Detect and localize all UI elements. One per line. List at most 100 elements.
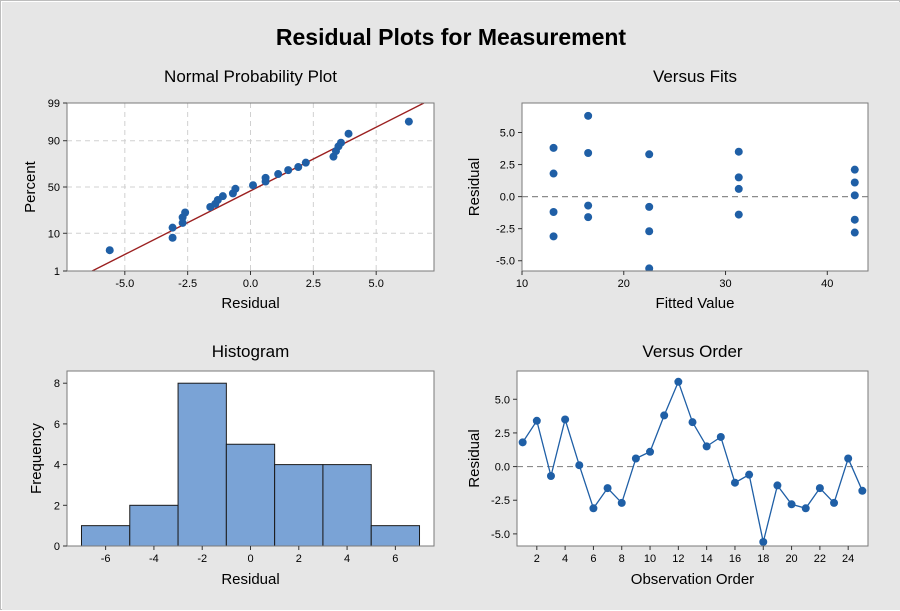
fits-point-5 bbox=[584, 111, 593, 120]
order-point-2 bbox=[532, 416, 541, 425]
histogram-bar-1 bbox=[80, 525, 131, 546]
normal-point-25 bbox=[404, 117, 413, 126]
order-ytick-label: -2.5 bbox=[491, 495, 510, 507]
order-point-1 bbox=[518, 438, 527, 447]
order-point-6 bbox=[589, 504, 598, 513]
fits-xlabel: Fitted Value bbox=[656, 295, 735, 312]
normal-marks bbox=[91, 103, 425, 271]
normal-ytick-label: 10 bbox=[48, 228, 60, 240]
normal-point-23 bbox=[336, 138, 345, 147]
order-point-11 bbox=[660, 411, 669, 420]
fits-point-20 bbox=[850, 215, 859, 224]
normal-point-10 bbox=[218, 192, 227, 201]
order-point-18 bbox=[759, 537, 768, 546]
histogram-bar-4 bbox=[225, 443, 276, 546]
fits-point-12 bbox=[645, 264, 654, 271]
fits-point-8 bbox=[584, 213, 593, 222]
histogram-bar-3 bbox=[177, 382, 227, 546]
histogram-ytick-label: 4 bbox=[54, 460, 60, 472]
fits-point-21 bbox=[850, 228, 859, 237]
order-xtick-label: 12 bbox=[672, 553, 684, 565]
order-point-9 bbox=[631, 454, 640, 463]
normal-xtick-label: -5.0 bbox=[115, 278, 134, 290]
normal-point-12 bbox=[231, 184, 240, 193]
fits-point-1 bbox=[549, 143, 558, 152]
fits-ytick-label: 0.0 bbox=[500, 192, 515, 204]
order-point-5 bbox=[575, 461, 584, 470]
normal-point-2 bbox=[168, 233, 177, 242]
order-xtick-label: 22 bbox=[814, 553, 826, 565]
order-xtick-label: 8 bbox=[619, 553, 625, 565]
normal-point-3 bbox=[168, 223, 177, 232]
fits-point-6 bbox=[584, 149, 593, 158]
histogram-title: Histogram bbox=[212, 342, 289, 361]
histogram-xtick-label: 4 bbox=[344, 553, 350, 565]
order-point-4 bbox=[561, 415, 570, 424]
order-point-24 bbox=[844, 454, 853, 463]
order-ytick-label: 0.0 bbox=[495, 462, 510, 474]
normal-point-18 bbox=[294, 163, 303, 172]
fits-ylabel: Residual bbox=[466, 158, 483, 216]
order-plot-area bbox=[517, 371, 868, 546]
fits-point-14 bbox=[734, 173, 743, 182]
fits-point-18 bbox=[850, 178, 859, 187]
histogram-ytick-label: 0 bbox=[54, 541, 60, 553]
histogram-ytick-label: 2 bbox=[54, 500, 60, 512]
order-point-19 bbox=[773, 481, 782, 490]
order-point-21 bbox=[801, 504, 810, 513]
order-point-10 bbox=[646, 447, 655, 456]
order-point-22 bbox=[815, 484, 824, 493]
fits-point-10 bbox=[645, 202, 654, 211]
normal-xtick-label: 2.5 bbox=[306, 278, 321, 290]
normal-fit-line bbox=[91, 103, 425, 271]
order-point-23 bbox=[830, 498, 839, 507]
order-point-12 bbox=[674, 377, 683, 386]
histogram-marks bbox=[80, 382, 421, 546]
order-xtick-label: 24 bbox=[842, 553, 854, 565]
histogram-xtick-label: -6 bbox=[101, 553, 111, 565]
order-point-25 bbox=[858, 486, 867, 495]
fits-point-19 bbox=[850, 191, 859, 200]
order-xtick-label: 16 bbox=[729, 553, 741, 565]
fits-ytick-label: 2.5 bbox=[500, 160, 515, 172]
fits-xtick-label: 40 bbox=[821, 278, 833, 290]
order-xtick-label: 4 bbox=[562, 553, 568, 565]
normal-point-17 bbox=[284, 166, 293, 175]
fits-point-16 bbox=[734, 210, 743, 219]
order-plot-frame bbox=[516, 370, 869, 547]
histogram-bar-5 bbox=[274, 464, 324, 546]
main-title: Residual Plots for Measurement bbox=[276, 24, 627, 50]
histogram-bar-7 bbox=[370, 525, 421, 546]
order-point-17 bbox=[745, 470, 754, 479]
fits-point-17 bbox=[850, 165, 859, 174]
normal-ylabel: Percent bbox=[22, 160, 39, 213]
fits-point-9 bbox=[645, 150, 654, 159]
order-point-16 bbox=[730, 478, 739, 487]
histogram-xtick-label: -4 bbox=[149, 553, 159, 565]
fits-point-7 bbox=[584, 201, 593, 210]
fits-plot-area bbox=[522, 103, 868, 271]
order-ytick-label: 2.5 bbox=[495, 428, 510, 440]
normal-ytick-label: 1 bbox=[54, 266, 60, 278]
fits-point-11 bbox=[645, 227, 654, 236]
fits-ytick-label: -2.5 bbox=[496, 224, 515, 236]
normal-ytick-label: 90 bbox=[48, 136, 60, 148]
order-point-7 bbox=[603, 484, 612, 493]
histogram-ytick-label: 6 bbox=[54, 419, 60, 431]
order-point-8 bbox=[617, 498, 626, 507]
histogram-xtick-label: 6 bbox=[392, 553, 398, 565]
normal-xlabel: Residual bbox=[221, 295, 279, 312]
normal-point-24 bbox=[344, 129, 353, 138]
normal-xtick-label: 0.0 bbox=[243, 278, 258, 290]
histogram-xlabel: Residual bbox=[221, 571, 279, 588]
order-xtick-label: 20 bbox=[785, 553, 797, 565]
normal-point-13 bbox=[249, 181, 258, 190]
histogram-bar-6 bbox=[322, 464, 372, 546]
order-point-14 bbox=[702, 442, 711, 451]
order-xtick-label: 14 bbox=[701, 553, 713, 565]
fits-xtick-label: 30 bbox=[719, 278, 731, 290]
order-point-3 bbox=[546, 472, 555, 480]
fits-point-3 bbox=[549, 208, 558, 217]
fits-point-15 bbox=[734, 184, 743, 193]
